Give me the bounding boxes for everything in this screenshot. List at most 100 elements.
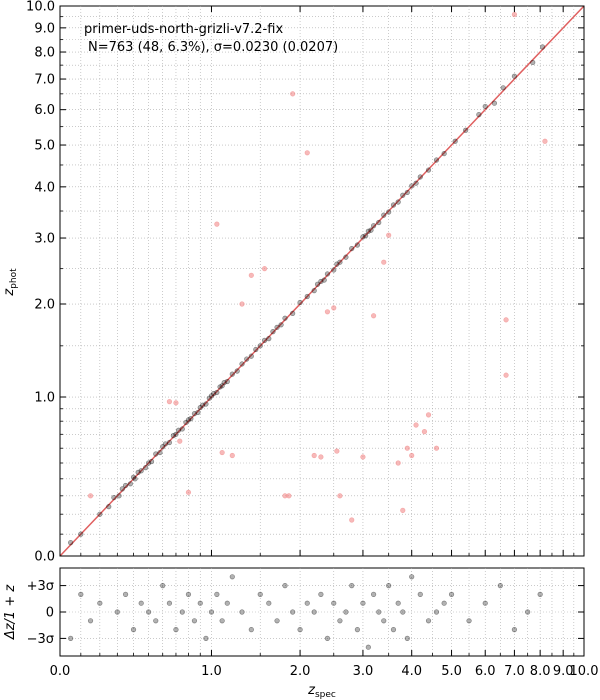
data-point (324, 271, 331, 277)
residual-points (68, 574, 543, 650)
residual-point (173, 626, 179, 633)
residual-point (122, 591, 129, 598)
data-point (413, 180, 419, 186)
residual-point (274, 618, 280, 624)
residual-point (360, 600, 366, 606)
data-point (116, 493, 122, 499)
data-point (211, 390, 217, 397)
residual-point (448, 591, 455, 598)
data-point (404, 189, 410, 196)
data-point (185, 417, 192, 423)
main-x-ticks (59, 6, 585, 556)
data-point (266, 336, 272, 342)
outlier-point (413, 422, 419, 428)
outlier-point (349, 517, 355, 523)
data-point (257, 343, 263, 349)
data-point (365, 228, 371, 234)
residual-point (381, 618, 387, 624)
data-point (224, 378, 230, 385)
residual-y-ticks: +3σ 0 −3σ (27, 579, 584, 647)
main-y-ticks: 0.0 1.0 2.0 3.0 4.0 5.0 6.0 7.0 8.0 9.0 10.0 (26, 0, 584, 565)
residual-point (425, 618, 432, 624)
one-to-one-line (59, 5, 585, 557)
x-tick-label: 1.0 (201, 664, 222, 679)
data-point (138, 468, 144, 474)
x-tick-label: 5.0 (441, 664, 462, 679)
main-plot-frame (59, 5, 585, 557)
data-point (148, 458, 155, 465)
residual-point (197, 600, 203, 606)
data-point (371, 223, 377, 229)
data-point (409, 183, 415, 189)
residual-point (203, 635, 209, 642)
data-point (153, 451, 159, 457)
data-point (390, 202, 397, 208)
chart-stats: N=763 (48, 6.3%), σ=0.0230 (0.0207) (88, 40, 338, 55)
data-point (208, 393, 215, 399)
outlier-point (331, 305, 337, 311)
residual-point (417, 591, 423, 598)
data-point (511, 73, 518, 79)
x-axis-label: zspec (307, 683, 336, 700)
data-point (170, 433, 176, 439)
data-point (318, 278, 324, 285)
residual-point (337, 618, 343, 624)
data-point (331, 267, 337, 273)
data-point (314, 281, 321, 287)
residual-point (537, 591, 543, 598)
y-tick-label: 0.0 (34, 550, 55, 565)
x-tick-label: 4.0 (401, 664, 422, 679)
data-point (539, 44, 546, 50)
data-point (334, 261, 340, 267)
data-point (463, 127, 469, 133)
residual-point (386, 582, 392, 589)
residual-point (441, 600, 447, 606)
outlier-point (386, 232, 392, 238)
data-point (270, 329, 276, 335)
x-tick-label: 10.0 (570, 664, 599, 679)
x-tick-label: 6.0 (475, 664, 496, 679)
y-axis-label-main: z (2, 288, 17, 297)
outlier-point (425, 412, 432, 418)
outlier-point (395, 460, 401, 466)
outlier-point (324, 309, 331, 315)
data-point (162, 441, 169, 447)
data-point (143, 465, 149, 471)
outlier-point (290, 91, 296, 97)
outlier-point (311, 452, 317, 459)
residual-point (266, 600, 272, 606)
data-point (219, 383, 225, 389)
data-point (111, 494, 117, 501)
outlier-point (166, 399, 173, 405)
outlier-point (360, 454, 366, 460)
data-point (395, 199, 401, 205)
data-point (274, 324, 280, 330)
data-point (297, 299, 303, 306)
outlier-point (304, 150, 310, 156)
data-point (199, 402, 206, 408)
data-point (261, 337, 268, 343)
data-point (321, 277, 327, 283)
outlier-point (409, 452, 415, 459)
data-point (441, 150, 447, 157)
outlier-point (214, 221, 220, 227)
residual-point (409, 574, 415, 580)
outlier-point (318, 454, 324, 460)
outlier-point (286, 493, 292, 499)
x-tick-label: 2.0 (290, 664, 311, 679)
outlier-point (511, 11, 518, 18)
data-point (106, 504, 112, 510)
data-point (363, 233, 369, 239)
residual-point (497, 582, 503, 589)
data-point (282, 315, 288, 321)
data-point (119, 486, 125, 492)
residual-point (229, 574, 235, 580)
data-point (381, 212, 387, 218)
outlier-point (248, 272, 254, 278)
main-points (68, 11, 548, 546)
data-point (343, 254, 349, 260)
data-point (234, 368, 240, 374)
residual-point (404, 635, 410, 642)
residual-point (68, 635, 74, 642)
